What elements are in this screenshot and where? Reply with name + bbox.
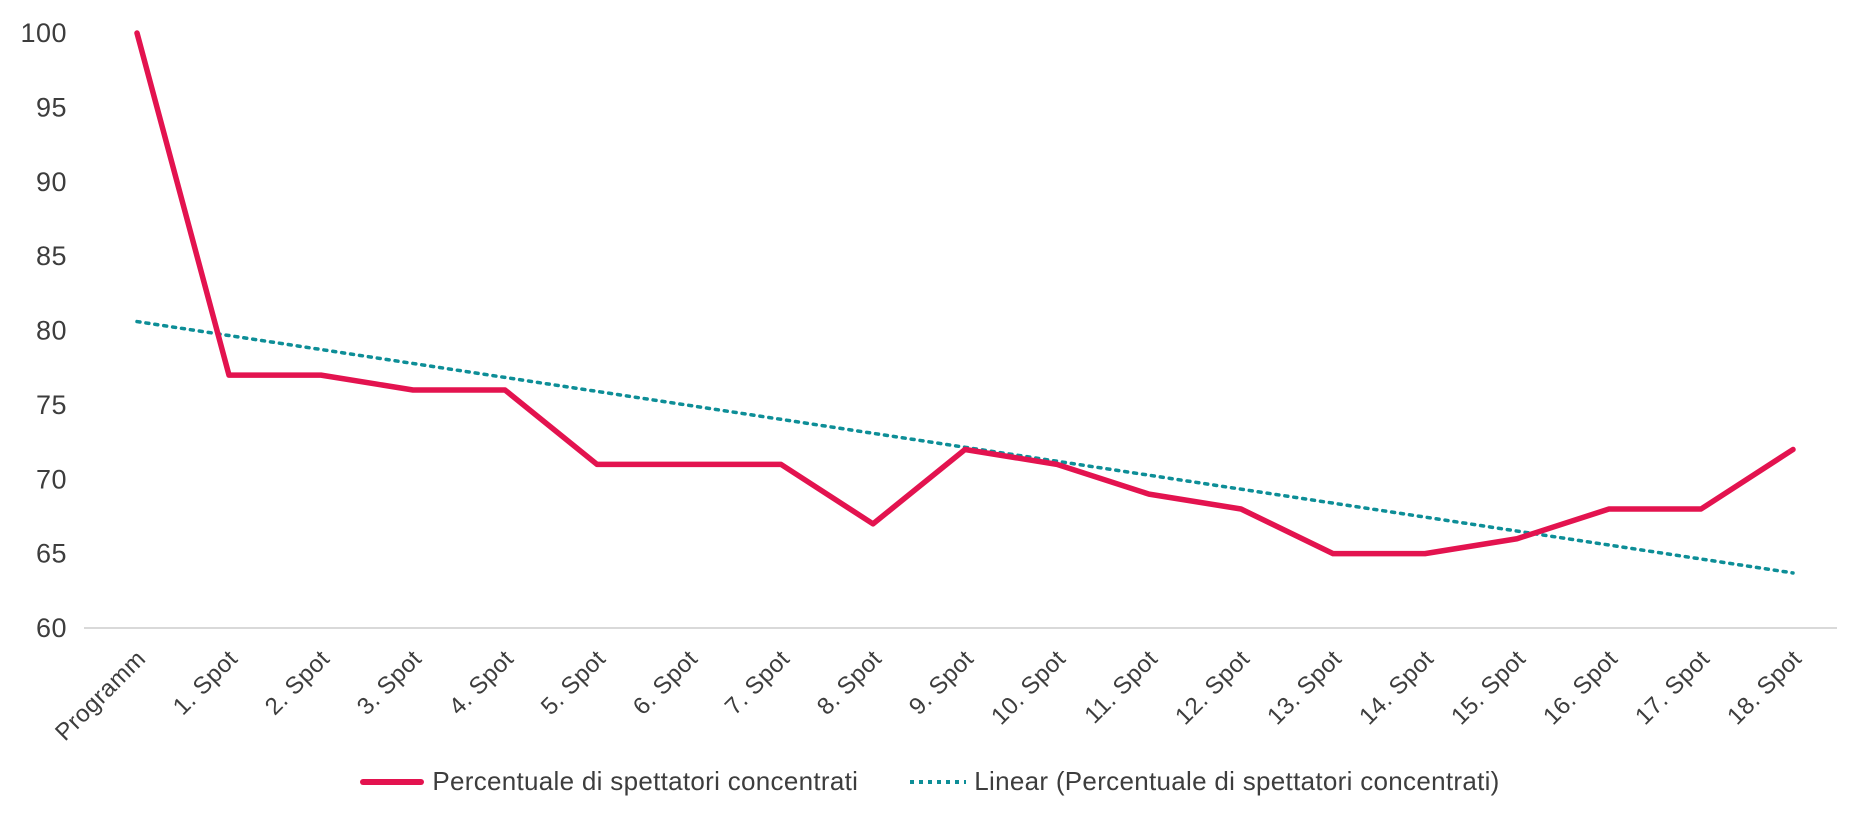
x-axis-tick-label: 5. Spot [536, 645, 611, 720]
y-axis-tick-label: 75 [36, 390, 67, 420]
y-axis-tick-label: 60 [36, 613, 67, 643]
chart-legend: Percentuale di spettatori concentrati Li… [0, 766, 1860, 797]
y-axis-tick-label: 95 [36, 92, 67, 122]
x-axis-tick-label: 9. Spot [904, 645, 979, 720]
dotted-line-swatch-icon [910, 779, 967, 784]
x-axis-tick-label: 6. Spot [628, 645, 703, 720]
y-axis-tick-label: 65 [36, 539, 67, 569]
x-axis-tick-label: 12. Spot [1170, 645, 1255, 730]
x-axis-tick-label: 17. Spot [1630, 645, 1715, 730]
legend-label-trend: Linear (Percentuale di spettatori concen… [974, 766, 1500, 796]
x-axis-tick-label: 7. Spot [720, 645, 795, 720]
x-axis-tick-label: Programm [50, 645, 151, 745]
x-axis-tick-label: 2. Spot [260, 645, 335, 720]
x-axis-tick-label: 8. Spot [812, 645, 887, 720]
y-axis-tick-label: 70 [36, 464, 67, 494]
y-axis-tick-label: 100 [20, 18, 67, 48]
line-chart: 100 95 90 85 80 75 70 65 60 Programm 1. Spot 2. Spo… [20, 18, 1837, 746]
x-axis-tick-label: 3. Spot [352, 645, 427, 720]
x-axis-tick-label: 10. Spot [986, 645, 1071, 730]
x-axis-tick-label: 4. Spot [444, 645, 519, 720]
x-axis-tick-label: 14. Spot [1354, 645, 1439, 730]
x-axis-tick-label: 18. Spot [1722, 645, 1807, 730]
x-axis-tick-label: 13. Spot [1262, 645, 1347, 730]
x-axis-tick-label: 11. Spot [1079, 645, 1163, 729]
legend-item-series: Percentuale di spettatori concentrati [360, 766, 858, 797]
x-axis-tick-label: 16. Spot [1538, 645, 1623, 730]
y-axis-tick-label: 85 [36, 241, 67, 271]
legend-item-trend: Linear (Percentuale di spettatori concen… [910, 766, 1499, 797]
x-axis-tick-label: 1. Spot [168, 645, 243, 720]
y-axis-tick-label: 80 [36, 316, 67, 346]
legend-label-series: Percentuale di spettatori concentrati [432, 766, 859, 796]
x-axis-tick-label: 15. Spot [1446, 645, 1531, 730]
series-line [134, 30, 1796, 557]
y-axis-tick-label: 90 [36, 167, 67, 197]
solid-line-swatch-icon [360, 778, 425, 785]
